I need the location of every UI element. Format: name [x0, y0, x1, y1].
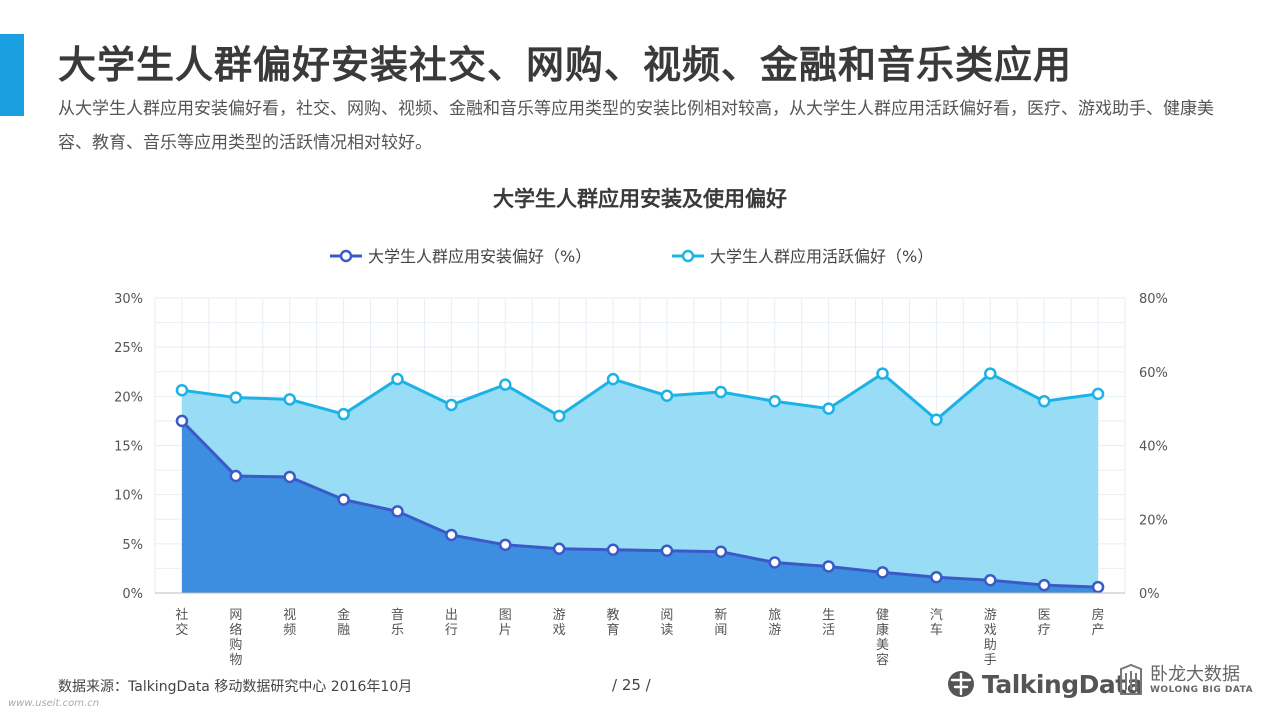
x-tick-label: 金融: [337, 607, 350, 638]
y-right-tick-label: 60%: [1139, 366, 1168, 381]
active-series-point: [391, 372, 404, 386]
wolong-logo: 卧龙大数据 WOLONG BIG DATA: [1118, 658, 1253, 702]
watermark: www.useit.com.cn: [8, 698, 100, 709]
y-left-tick-label: 5%: [122, 538, 143, 553]
x-tick-label: 游戏助手: [984, 608, 997, 668]
page-number: / 25 /: [612, 676, 651, 694]
install-series-point: [283, 470, 296, 484]
talkingdata-logo-icon: [948, 671, 974, 697]
title-accent-bar: [0, 34, 24, 116]
y-right-tick-label: 0%: [1139, 587, 1160, 602]
data-source-note: 数据来源：TalkingData 移动数据研究中心 2016年10月: [58, 679, 413, 695]
x-tick-label: 阅读: [660, 608, 673, 638]
x-tick-label: 医疗: [1038, 608, 1051, 638]
install-series-point: [175, 414, 189, 428]
x-tick-label: 旅游: [768, 608, 781, 638]
y-left-tick-label: 30%: [114, 292, 143, 307]
active-series-point: [552, 409, 566, 423]
talkingdata-logo: TalkingData: [946, 664, 1144, 704]
page-title: 大学生人群偏好安装社交、网购、视频、金融和音乐类应用: [58, 43, 1073, 87]
active-series-point: [714, 385, 728, 399]
install-series-point: [391, 505, 404, 518]
wolong-logo-icon: [1120, 663, 1142, 695]
legend-swatch-marker: [681, 249, 695, 263]
active-series-point: [229, 391, 243, 404]
active-series-point: [822, 402, 835, 415]
y-right-tick-label: 40%: [1139, 440, 1168, 455]
active-series-point: [499, 378, 512, 391]
install-series-point: [876, 566, 889, 579]
talkingdata-logo-text: TalkingData: [982, 669, 1144, 699]
x-tick-label: 出行: [445, 608, 458, 638]
y-left-tick-label: 15%: [114, 440, 143, 455]
active-series-point: [283, 393, 296, 406]
install-series-point: [768, 556, 781, 569]
x-tick-label: 音乐: [391, 607, 404, 638]
y-left-tick-label: 0%: [122, 587, 143, 602]
x-tick-label: 房产: [1092, 607, 1105, 638]
install-series-point: [552, 542, 566, 555]
y-left-tick-label: 25%: [114, 341, 143, 356]
active-series-point: [337, 407, 350, 421]
y-right-tick-label: 80%: [1139, 292, 1168, 307]
install-series-point: [499, 538, 512, 552]
y-right-tick-label: 20%: [1139, 513, 1168, 528]
active-series-point: [876, 367, 889, 380]
y-left-tick-label: 10%: [114, 489, 143, 504]
wolong-logo-text: 卧龙大数据: [1150, 664, 1240, 685]
active-series-point: [1091, 387, 1105, 401]
chart-title: 大学生人群应用安装及使用偏好: [493, 187, 787, 211]
active-series-point: [984, 367, 997, 380]
install-series-point: [714, 545, 728, 558]
legend-label: 大学生人群应用活跃偏好（%）: [710, 247, 933, 266]
install-series-point: [984, 573, 997, 587]
x-tick-label: 图片: [499, 608, 512, 638]
x-tick-label: 汽车: [930, 608, 943, 638]
wolong-logo-subtext: WOLONG BIG DATA: [1150, 685, 1254, 695]
active-series-point: [1037, 395, 1051, 408]
x-tick-label: 新闻: [714, 607, 727, 638]
active-series-point: [445, 398, 458, 412]
y-left-tick-label: 20%: [114, 390, 143, 405]
active-series-point: [660, 389, 674, 402]
x-tick-label: 生活: [822, 608, 835, 638]
install-series-point: [822, 560, 835, 573]
preference-chart: 大学生人群应用安装及使用偏好 0% 5% 10% 15% 20% 25% 30% 0% 20% 40…: [114, 187, 1168, 668]
x-tick-label: 教育: [607, 607, 620, 638]
install-series-line: [180, 419, 1099, 589]
legend-label: 大学生人群应用安装偏好（%）: [368, 247, 591, 266]
install-series-point: [930, 571, 943, 584]
active-series-point: [768, 395, 781, 408]
active-series-point: [930, 413, 943, 426]
install-series-point: [337, 493, 350, 506]
install-series-point: [606, 543, 620, 556]
x-tick-label: 视频: [283, 608, 296, 638]
page-subtitle: 从大学生人群应用安装偏好看，社交、网购、视频、金融和音乐等应用类型的安装比例相对…: [58, 99, 1214, 153]
x-tick-label: 网络购物: [229, 608, 242, 668]
install-series-point: [1037, 578, 1051, 592]
x-tick-label: 健康美容: [876, 608, 889, 668]
active-series-point: [175, 383, 189, 397]
x-tick-label: 游戏: [553, 608, 566, 638]
install-series-point: [1091, 580, 1105, 594]
x-tick-label: 社交: [175, 607, 188, 638]
active-series-point: [606, 372, 620, 386]
install-series-point: [660, 544, 674, 557]
active-series-line: [181, 371, 1099, 422]
install-series-point: [445, 528, 458, 542]
install-series-area: [181, 420, 1099, 593]
install-series-point: [229, 469, 243, 483]
legend-swatch-marker: [339, 249, 353, 263]
